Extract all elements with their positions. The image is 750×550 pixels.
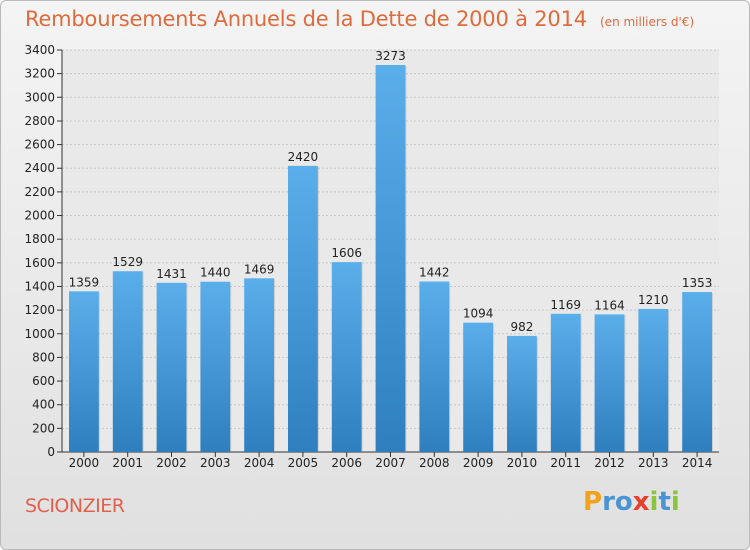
bar (463, 322, 493, 452)
brand-letter: o (614, 487, 633, 517)
bar (156, 282, 187, 452)
x-tick-label: 2000 (69, 456, 100, 470)
bar (331, 262, 362, 452)
y-tick-label: 0 (47, 445, 55, 459)
brand-letter: i (649, 487, 659, 517)
x-tick-label: 2004 (244, 456, 275, 470)
x-tick-label: 2003 (200, 456, 231, 470)
bar (112, 271, 143, 452)
x-tick-label: 2009 (463, 456, 494, 470)
bar (682, 292, 712, 452)
brand-letter: r (602, 487, 615, 517)
brand-letter: i (670, 487, 680, 517)
data-label: 3273 (375, 49, 406, 63)
data-label: 1431 (156, 267, 187, 281)
x-tick-label: 2005 (288, 456, 319, 470)
x-tick-label: 2002 (156, 456, 187, 470)
data-label: 1440 (200, 266, 231, 280)
bar (594, 314, 625, 452)
y-tick-label: 1400 (24, 279, 55, 293)
x-tick-label: 2012 (594, 456, 625, 470)
y-tick-label: 2600 (24, 138, 55, 152)
chart-title-block: Remboursements Annuels de la Dette de 20… (25, 7, 694, 31)
place-name: SCIONZIER (25, 495, 125, 517)
bar (375, 65, 406, 453)
bar (200, 281, 231, 452)
y-tick-label: 2000 (24, 209, 55, 223)
brand-logo: Proxiti (583, 487, 680, 517)
data-label: 1164 (594, 298, 625, 312)
chart-subtitle: (en milliers d'€) (600, 15, 695, 29)
y-tick-label: 1600 (24, 256, 55, 270)
data-label: 1442 (419, 266, 450, 280)
y-tick-label: 3400 (24, 43, 55, 57)
x-tick-label: 2001 (112, 456, 143, 470)
y-tick-label: 3000 (24, 90, 55, 104)
y-tick-label: 600 (32, 374, 55, 388)
y-tick-label: 200 (32, 421, 55, 435)
chart-title: Remboursements Annuels de la Dette de 20… (25, 7, 587, 31)
y-tick-label: 2400 (24, 161, 55, 175)
data-label: 1529 (112, 255, 143, 269)
y-tick-label: 1800 (24, 232, 55, 246)
bar (244, 278, 274, 452)
y-tick-label: 2800 (24, 114, 55, 128)
bar (550, 313, 581, 452)
data-label: 1210 (638, 293, 669, 307)
bar (419, 281, 450, 452)
y-tick-label: 800 (32, 350, 55, 364)
bar (638, 308, 669, 452)
x-tick-label: 2011 (550, 456, 581, 470)
y-tick-label: 1200 (24, 303, 55, 317)
y-tick-label: 2200 (24, 185, 55, 199)
bar (69, 291, 99, 452)
y-tick-label: 3200 (24, 67, 55, 81)
data-label: 1606 (331, 246, 362, 260)
data-label: 1469 (244, 262, 275, 276)
data-label: 1094 (463, 307, 494, 321)
bar (507, 335, 537, 452)
brand-letter: x (632, 487, 650, 517)
x-tick-label: 2006 (331, 456, 362, 470)
x-tick-label: 2013 (638, 456, 669, 470)
x-tick-label: 2010 (507, 456, 538, 470)
data-label: 1353 (682, 276, 713, 290)
x-tick-label: 2014 (682, 456, 713, 470)
data-label: 982 (510, 320, 533, 334)
data-label: 1169 (550, 298, 581, 312)
y-tick-label: 400 (32, 398, 55, 412)
brand-letter: P (583, 487, 603, 517)
y-tick-label: 1000 (24, 327, 55, 341)
brand-letter: t (658, 487, 671, 517)
x-tick-label: 2007 (375, 456, 406, 470)
bar (288, 165, 318, 452)
data-label: 2420 (288, 150, 319, 164)
data-label: 1359 (69, 275, 100, 289)
x-tick-label: 2008 (419, 456, 450, 470)
